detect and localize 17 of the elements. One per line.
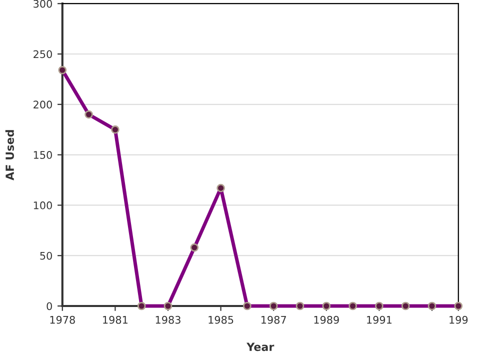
x-tick-label: 1985: [208, 316, 234, 324]
y-tick-label: 0: [46, 302, 52, 310]
y-tick-label: 150: [34, 151, 52, 159]
y-tick-label: 250: [34, 50, 52, 58]
x-tick-label: 1987: [261, 316, 286, 324]
y-tick-label: 100: [34, 201, 52, 210]
x-tick-label: 1983: [156, 316, 180, 324]
x-tick-label: 1981: [103, 316, 128, 324]
x-tick-label: 199: [450, 316, 468, 324]
x-axis-title: Year: [246, 342, 274, 352]
y-axis-title: AF Used: [5, 130, 14, 180]
x-tick-label: 1978: [50, 316, 75, 324]
y-tick-label: 200: [34, 100, 52, 109]
x-tick-label: 1991: [367, 316, 392, 324]
x-tick-label: 1989: [314, 316, 339, 324]
y-tick-label: 50: [40, 252, 52, 260]
y-tick-label: 300: [34, 0, 52, 8]
